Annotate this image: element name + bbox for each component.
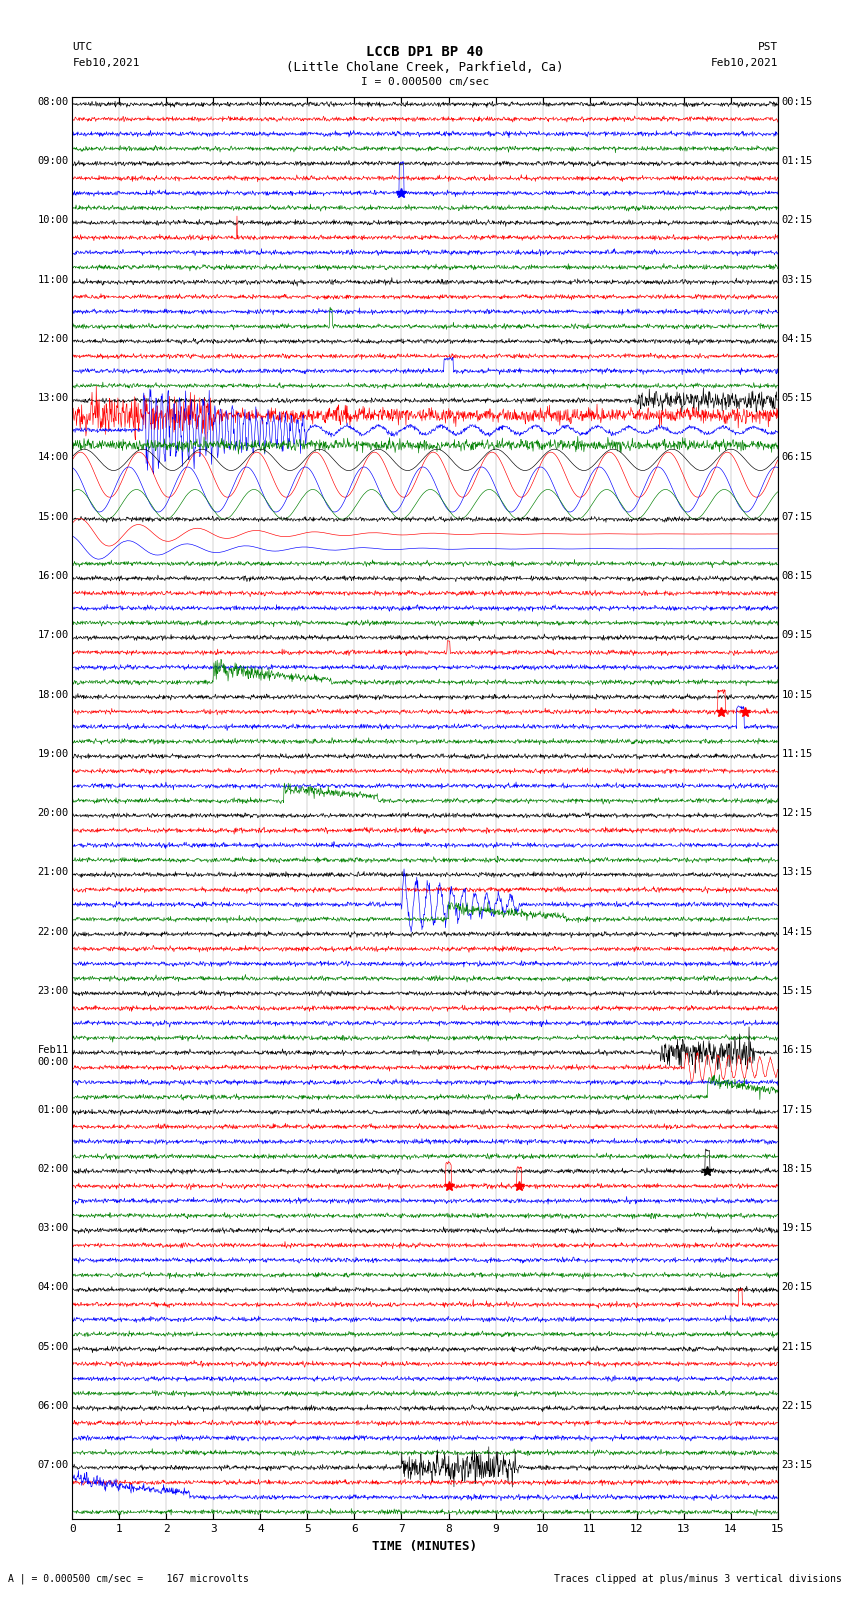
- Text: 21:00: 21:00: [37, 868, 69, 877]
- Text: 09:15: 09:15: [781, 631, 813, 640]
- Text: Feb10,2021: Feb10,2021: [711, 58, 778, 68]
- Text: 16:15: 16:15: [781, 1045, 813, 1055]
- Text: 02:15: 02:15: [781, 215, 813, 226]
- Text: 11:15: 11:15: [781, 748, 813, 758]
- Text: 12:15: 12:15: [781, 808, 813, 818]
- Text: 23:15: 23:15: [781, 1460, 813, 1469]
- Text: Traces clipped at plus/minus 3 vertical divisions: Traces clipped at plus/minus 3 vertical …: [553, 1574, 842, 1584]
- Text: 23:00: 23:00: [37, 986, 69, 995]
- Text: 01:15: 01:15: [781, 156, 813, 166]
- Text: 22:00: 22:00: [37, 926, 69, 937]
- Text: Feb10,2021: Feb10,2021: [72, 58, 139, 68]
- Text: 11:00: 11:00: [37, 274, 69, 284]
- Text: 05:15: 05:15: [781, 394, 813, 403]
- Text: 16:00: 16:00: [37, 571, 69, 581]
- Text: 14:00: 14:00: [37, 453, 69, 463]
- Text: 22:15: 22:15: [781, 1400, 813, 1411]
- Text: 05:00: 05:00: [37, 1342, 69, 1352]
- Text: LCCB DP1 BP 40: LCCB DP1 BP 40: [366, 45, 484, 60]
- Text: 03:15: 03:15: [781, 274, 813, 284]
- Text: 12:00: 12:00: [37, 334, 69, 344]
- Text: 09:00: 09:00: [37, 156, 69, 166]
- Text: UTC: UTC: [72, 42, 93, 52]
- Text: 07:00: 07:00: [37, 1460, 69, 1469]
- Text: 17:15: 17:15: [781, 1105, 813, 1115]
- Text: I = 0.000500 cm/sec: I = 0.000500 cm/sec: [361, 77, 489, 87]
- Text: 07:15: 07:15: [781, 511, 813, 521]
- Text: 18:00: 18:00: [37, 690, 69, 700]
- Text: A | = 0.000500 cm/sec =    167 microvolts: A | = 0.000500 cm/sec = 167 microvolts: [8, 1573, 249, 1584]
- Text: PST: PST: [757, 42, 778, 52]
- Text: 04:15: 04:15: [781, 334, 813, 344]
- Text: 21:15: 21:15: [781, 1342, 813, 1352]
- Text: 13:00: 13:00: [37, 394, 69, 403]
- Text: 10:00: 10:00: [37, 215, 69, 226]
- Text: 08:15: 08:15: [781, 571, 813, 581]
- Text: 08:00: 08:00: [37, 97, 69, 106]
- Text: 01:00: 01:00: [37, 1105, 69, 1115]
- Text: 00:15: 00:15: [781, 97, 813, 106]
- Text: 20:15: 20:15: [781, 1282, 813, 1292]
- Text: 15:00: 15:00: [37, 511, 69, 521]
- Text: 06:00: 06:00: [37, 1400, 69, 1411]
- Text: 04:00: 04:00: [37, 1282, 69, 1292]
- Text: 18:15: 18:15: [781, 1165, 813, 1174]
- Text: (Little Cholane Creek, Parkfield, Ca): (Little Cholane Creek, Parkfield, Ca): [286, 61, 564, 74]
- Text: 20:00: 20:00: [37, 808, 69, 818]
- Text: 13:15: 13:15: [781, 868, 813, 877]
- Text: 17:00: 17:00: [37, 631, 69, 640]
- X-axis label: TIME (MINUTES): TIME (MINUTES): [372, 1540, 478, 1553]
- Text: 15:15: 15:15: [781, 986, 813, 995]
- Text: 10:15: 10:15: [781, 690, 813, 700]
- Text: 19:15: 19:15: [781, 1223, 813, 1232]
- Text: 06:15: 06:15: [781, 453, 813, 463]
- Text: 03:00: 03:00: [37, 1223, 69, 1232]
- Text: 02:00: 02:00: [37, 1165, 69, 1174]
- Text: Feb11
00:00: Feb11 00:00: [37, 1045, 69, 1066]
- Text: 14:15: 14:15: [781, 926, 813, 937]
- Text: 19:00: 19:00: [37, 748, 69, 758]
